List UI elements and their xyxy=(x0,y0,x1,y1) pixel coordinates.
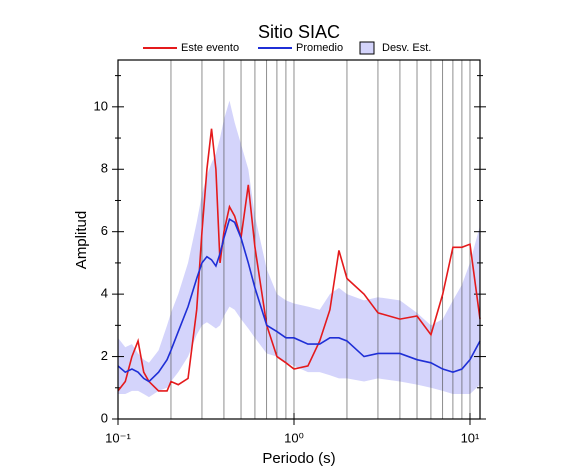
y-tick-label: 6 xyxy=(101,223,108,238)
legend-swatch xyxy=(359,41,375,55)
x-tick-label: 10⁻¹ xyxy=(105,430,131,445)
plot-frame xyxy=(117,59,481,420)
y-axis-label: Amplitud xyxy=(73,211,90,269)
series-line xyxy=(117,217,481,383)
legend-label: Este evento xyxy=(181,42,239,54)
y-tick-label: 8 xyxy=(101,161,108,176)
y-tick-label: 0 xyxy=(101,410,108,425)
y-tick-label: 4 xyxy=(101,286,108,301)
x-axis-label: Periodo (s) xyxy=(262,450,335,467)
std-band xyxy=(118,100,480,398)
y-tick-label: 10 xyxy=(94,98,108,113)
series-line xyxy=(117,128,481,392)
y-tick-label: 2 xyxy=(101,348,108,363)
legend-label: Promedio xyxy=(296,42,343,54)
chart-title: Sitio SIAC xyxy=(258,22,340,42)
x-tick-label: 10¹ xyxy=(461,430,480,445)
x-tick-label: 10⁰ xyxy=(284,430,304,445)
legend-label: Desv. Est. xyxy=(382,42,431,54)
